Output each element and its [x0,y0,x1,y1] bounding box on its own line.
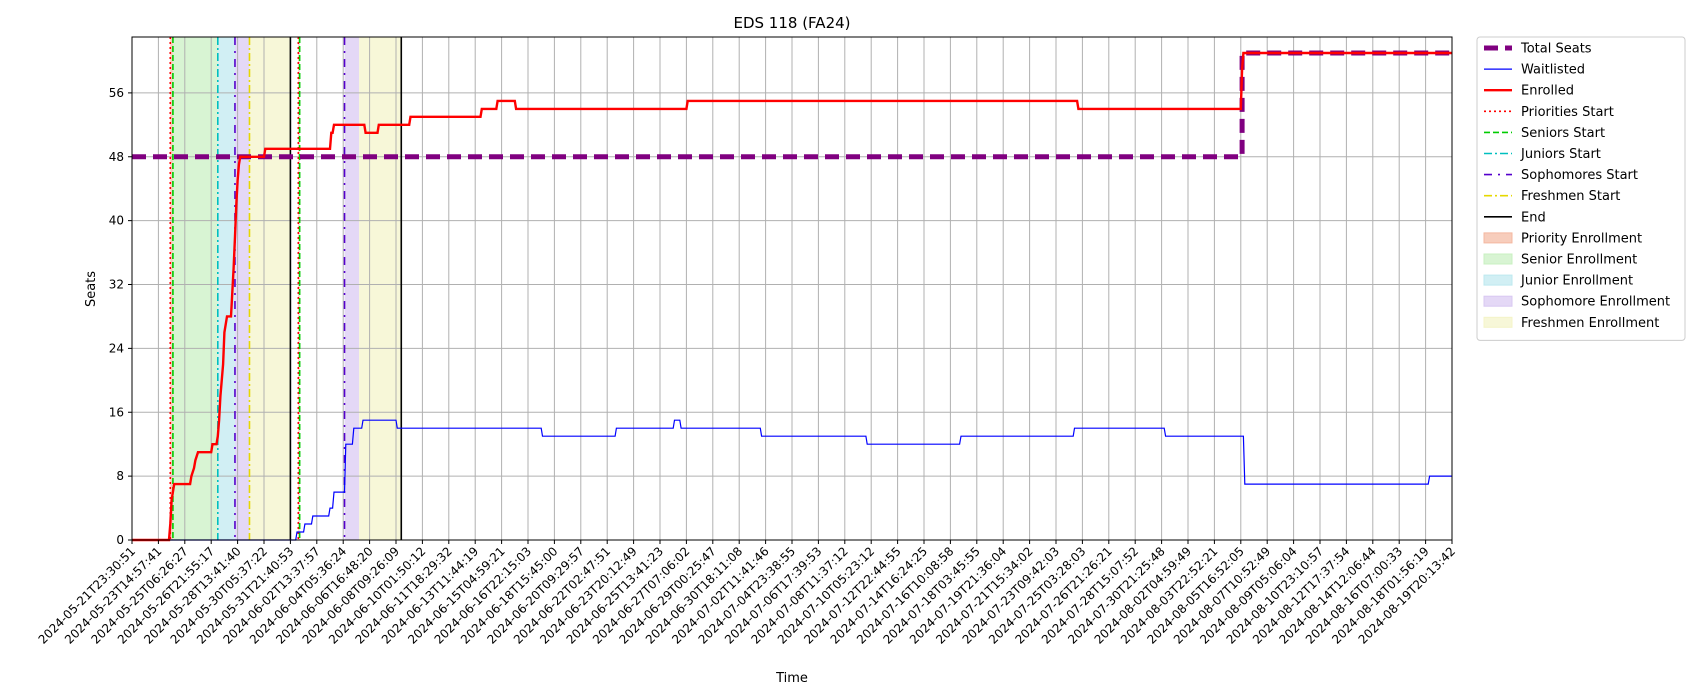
span-priority-enrollment [170,37,173,540]
legend-label-enrolled: Enrolled [1521,84,1574,99]
legend-label-seniors-start: Seniors Start [1521,126,1605,141]
legend-label-total-seats: Total Seats [1520,42,1592,57]
span-freshmen-enrollment [359,37,402,540]
y-tick-label: 0 [116,533,124,547]
legend-swatch-priority-enrollment [1483,232,1513,244]
y-tick-label: 32 [109,278,124,292]
y-tick-label: 16 [109,405,124,419]
span-sophomore-enrollment [344,37,360,540]
y-tick-label: 40 [109,214,124,228]
series-waitlisted [132,419,1452,541]
y-axis-label: Seats [84,271,99,307]
y-tick-label: 24 [109,341,124,355]
legend-swatch-sophomore-enrollment [1483,295,1513,307]
legend-frame [1476,36,1686,341]
legend-label-freshmen-start: Freshmen Start [1521,189,1620,204]
legend-label-freshmen-enrollment: Freshmen Enrollment [1521,316,1659,331]
chart-title: EDS 118 (FA24) [733,14,850,32]
span-senior-enrollment [172,37,218,540]
span-freshmen-enrollment [249,37,291,540]
legend-label-senior-enrollment: Senior Enrollment [1521,253,1637,268]
x-axis-label: Time [775,671,808,686]
legend-label-juniors-start: Juniors Start [1520,147,1601,162]
y-tick-label: 56 [109,86,124,100]
legend-label-sophomores-start: Sophomores Start [1521,168,1638,183]
legend-swatch-junior-enrollment [1483,274,1513,286]
chart-legend: Total Seats Waitlisted Enrolled Priorities … [1476,36,1686,341]
y-tick-label: 8 [116,469,124,483]
legend-label-sophomore-enrollment: Sophomore Enrollment [1521,295,1670,310]
series-enrolled [132,51,1452,542]
span-junior-enrollment [217,37,235,540]
legend-label-end: End [1521,210,1546,225]
legend-label-priority-enrollment: Priority Enrollment [1521,231,1642,246]
legend-label-priorities-start: Priorities Start [1521,105,1614,120]
legend-swatch-freshmen-enrollment [1483,316,1513,328]
legend-label-waitlisted: Waitlisted [1521,63,1585,78]
y-tick-label: 48 [109,150,124,164]
legend-swatch-senior-enrollment [1483,253,1513,265]
plot-area: 081624324048562024-05-21T23:30:512024-05… [36,36,1458,647]
legend-label-junior-enrollment: Junior Enrollment [1520,274,1633,289]
